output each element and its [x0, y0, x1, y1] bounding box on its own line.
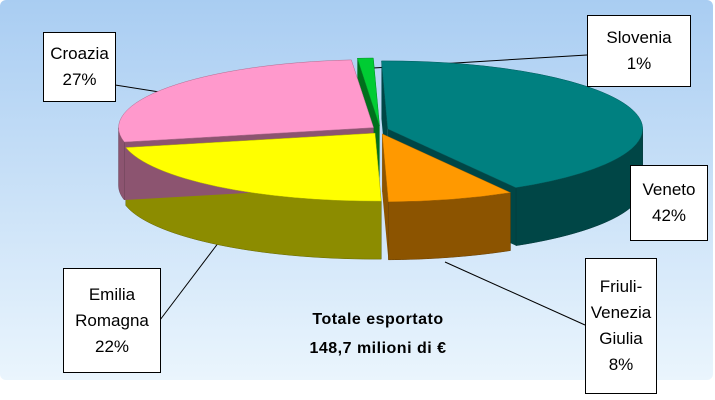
value-label: 27% [62, 70, 97, 89]
category-label: Friuli-Venezia Giulia [590, 277, 652, 348]
category-label: Slovenia [606, 28, 672, 47]
value-label: 42% [651, 206, 687, 225]
annotation: Totale esportato [312, 311, 443, 328]
slice [356, 57, 380, 127]
data-label: Friuli-Venezia Giulia 8% [585, 258, 657, 394]
slice [118, 59, 374, 143]
data-label: Veneto 42% [630, 165, 708, 241]
category-label: Veneto [642, 180, 696, 199]
category-label: Emilia Romagna [75, 284, 149, 330]
slice-wall [382, 133, 389, 260]
slice [125, 132, 382, 202]
pie [118, 57, 643, 261]
value-label: 22% [94, 336, 130, 356]
category-label: Croazia [50, 44, 109, 63]
leader-line [444, 261, 586, 326]
annotation: 148,7 milioni di € [309, 340, 446, 357]
data-label: Slovenia 1% [587, 15, 691, 87]
value-label: 1% [626, 54, 652, 73]
slice [381, 60, 643, 188]
slice [381, 133, 512, 203]
slice-side [388, 192, 511, 261]
value-label: 8% [608, 355, 634, 374]
leader-line [159, 237, 223, 321]
data-label: Croazia 27% [43, 32, 116, 102]
data-label: Emilia Romagna 22% [63, 268, 161, 373]
